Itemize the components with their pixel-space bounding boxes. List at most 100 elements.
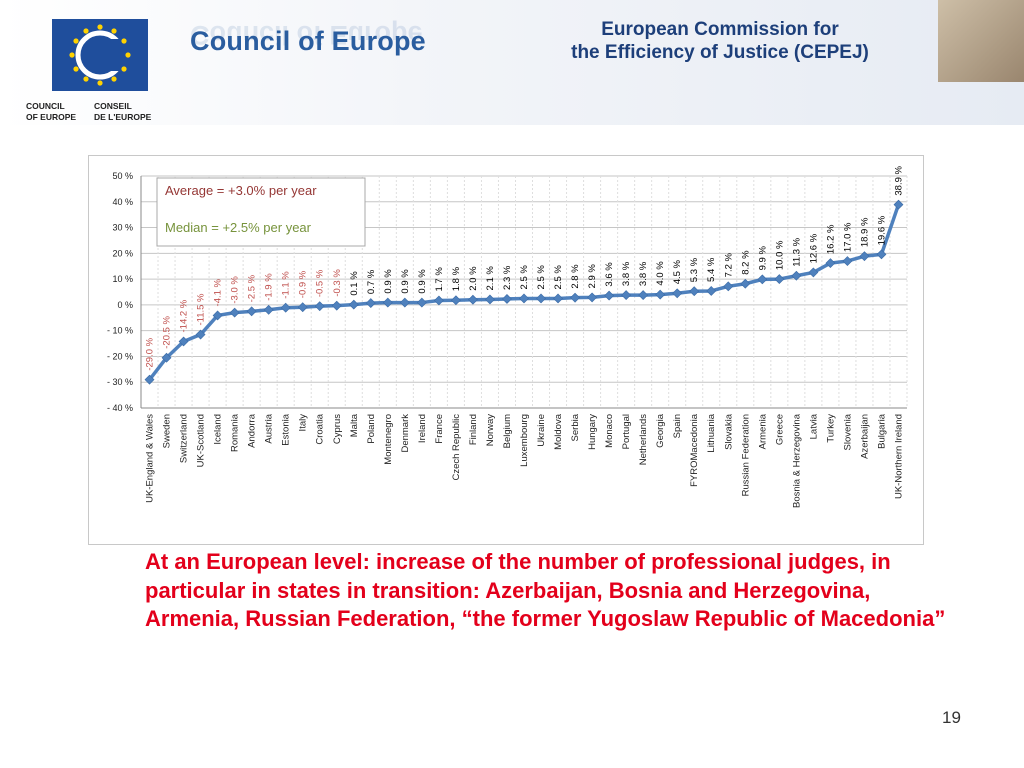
logo-label-fr: CONSEIL DE L'EUROPE: [94, 101, 151, 123]
annotation-box: [156, 177, 366, 247]
data-label: 2.0 %: [468, 266, 479, 291]
y-tick-label: - 30 %: [107, 377, 133, 387]
y-tick-label: 20 %: [112, 248, 133, 258]
data-point-marker: [638, 290, 649, 301]
x-tick-label: Sweden: [162, 414, 173, 448]
data-point-marker: [842, 256, 853, 266]
logo-label-en: COUNCIL OF EUROPE: [26, 101, 76, 123]
x-tick-label: Spain: [672, 414, 683, 438]
data-point-marker: [774, 274, 785, 285]
council-title-reflection: Council of Europe: [190, 20, 423, 50]
data-label: 2.9 %: [587, 264, 598, 289]
data-label: 1.8 %: [451, 266, 462, 291]
data-point-marker: [450, 295, 461, 306]
x-tick-label: Georgia: [655, 413, 666, 448]
data-point-marker: [485, 294, 495, 305]
y-tick-label: - 10 %: [107, 326, 133, 336]
x-tick-label: Andorra: [247, 413, 258, 448]
data-point-marker: [706, 286, 717, 296]
data-point-marker: [212, 310, 223, 321]
data-point-marker: [314, 301, 325, 312]
data-label: -20.5 %: [162, 315, 173, 348]
x-tick-label: Lithuania: [706, 413, 717, 452]
x-tick-label: Latvia: [808, 413, 819, 439]
data-point-marker: [825, 258, 836, 269]
x-tick-label: Austria: [264, 413, 275, 443]
logo-label-en-1: COUNCIL: [26, 101, 65, 111]
summary-note: At an European level: increase of the nu…: [145, 549, 946, 631]
data-label: 2.5 %: [536, 265, 547, 290]
data-point-marker: [331, 300, 342, 311]
x-tick-label: UK-England & Wales: [145, 414, 156, 503]
x-tick-label: Slovenia: [842, 413, 853, 450]
data-point-marker: [621, 290, 632, 301]
data-point-marker: [570, 292, 580, 303]
data-label: 2.3 %: [502, 265, 513, 290]
data-label: 7.2 %: [723, 252, 734, 277]
x-tick-label: Norway: [485, 414, 496, 446]
x-tick-label: Malta: [349, 413, 360, 437]
x-tick-label: Montenegro: [383, 414, 394, 465]
data-label: 0.9 %: [400, 269, 411, 294]
cepej-title-line1: European Commission for: [601, 19, 839, 40]
x-tick-label: UK-Scotland: [196, 414, 207, 467]
data-point-marker: [587, 292, 598, 303]
data-label: 12.6 %: [808, 233, 819, 263]
x-tick-label: Croatia: [315, 413, 326, 444]
x-tick-label: Poland: [366, 414, 377, 444]
x-tick-label: Czech Republic: [451, 414, 462, 481]
y-tick-label: 50 %: [112, 171, 133, 181]
data-label: -29.0 %: [145, 337, 156, 370]
council-title: Council of Europe: [190, 26, 426, 56]
data-point-marker: [468, 294, 478, 305]
x-tick-label: UK-Northern Ireland: [893, 414, 904, 499]
y-tick-label: - 20 %: [107, 351, 133, 361]
cepej-title-line2: the Efficiency of Justice (CEPEJ): [571, 42, 869, 63]
data-label: 2.1 %: [485, 266, 496, 291]
data-label: 5.4 %: [706, 257, 717, 282]
data-point-marker: [416, 297, 427, 308]
data-point-marker: [263, 304, 274, 315]
data-label: -1.9 %: [264, 273, 275, 301]
average-annotation: Average = +3.0% per year: [165, 183, 317, 198]
x-tick-label: Cyprus: [332, 414, 343, 444]
data-label: -4.1 %: [213, 278, 224, 306]
chart-frame: 50 % 40 % 30 % 20 % 10 % 0 % - 10 % - 20 % - 30 …: [88, 155, 924, 545]
logo-label-fr-2: DE L'EUROPE: [94, 112, 152, 122]
data-label: 4.5 %: [672, 259, 683, 284]
data-label: 2.8 %: [570, 264, 581, 289]
data-point-marker: [553, 293, 563, 304]
data-point-marker: [433, 295, 444, 306]
data-label: 11.3 %: [791, 237, 802, 266]
data-point-marker: [348, 299, 359, 310]
data-label: 3.8 %: [621, 261, 632, 286]
x-tick-label: Netherlands: [638, 414, 649, 465]
y-tick-label: 30 %: [112, 223, 133, 233]
scales-of-justice-image: [938, 0, 1024, 82]
x-tick-label: Slovakia: [723, 413, 734, 450]
x-tick-label: France: [434, 414, 445, 444]
data-label: 17.0 %: [842, 222, 853, 252]
line-chart: 50 % 40 % 30 % 20 % 10 % 0 % - 10 % - 20 % - 30 …: [107, 165, 908, 508]
data-point-marker: [672, 288, 683, 299]
data-point-marker: [893, 199, 904, 210]
x-tick-label: Azerbaijan: [859, 414, 870, 459]
data-label: 2.5 %: [553, 265, 564, 290]
x-tick-label: Romania: [230, 413, 241, 452]
x-tick-label: Iceland: [213, 414, 224, 445]
y-tick-label: 10 %: [112, 274, 133, 284]
eu-stars-emblem-icon: [52, 19, 148, 91]
data-label: 0.7 %: [366, 269, 377, 294]
x-tick-label: Ukraine: [536, 414, 547, 447]
y-tick-label: 0 %: [117, 300, 133, 310]
y-tick-label: 40 %: [112, 197, 133, 207]
data-label: 0.9 %: [383, 269, 394, 294]
x-tick-label: Belgium: [502, 414, 513, 448]
x-tick-label: Russian Federation: [740, 414, 751, 496]
data-point-marker: [689, 286, 700, 297]
data-point-marker: [246, 306, 257, 317]
x-tick-label: Estonia: [281, 413, 292, 445]
x-tick-label: Finland: [468, 414, 479, 445]
x-tick-label: Moldova: [553, 413, 564, 450]
x-tick-label: Switzerland: [179, 414, 190, 463]
